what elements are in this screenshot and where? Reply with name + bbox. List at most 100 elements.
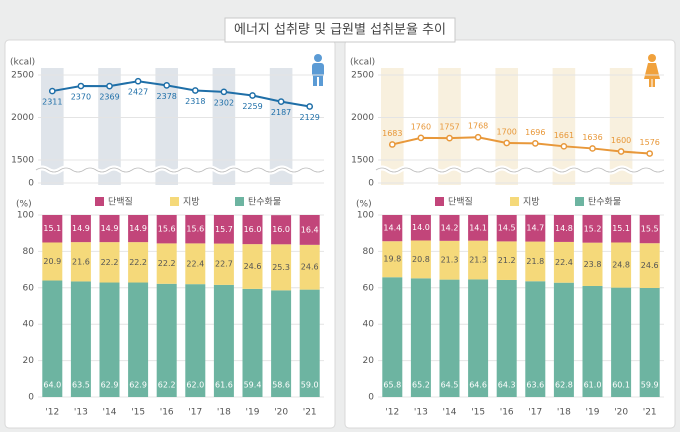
bar-segment [242, 244, 263, 289]
x-tick-label: '20 [614, 408, 628, 418]
bar-segment [439, 215, 460, 241]
value-label: 1768 [468, 122, 488, 131]
value-label: 63.5 [72, 381, 90, 390]
bar-segment [439, 240, 460, 280]
value-label: 2427 [128, 88, 148, 97]
bar-segment [242, 288, 263, 397]
bar-segment [639, 287, 660, 397]
legend-label: 탄수화물 [588, 197, 621, 208]
point [417, 134, 425, 142]
bar-segment [496, 241, 517, 280]
value-label: 24.6 [301, 263, 319, 272]
value-label: 59.4 [244, 381, 262, 390]
value-label: 15.2 [584, 224, 602, 233]
bar-segment [185, 215, 206, 244]
x-tick-label: '16 [160, 408, 174, 418]
value-label: 15.6 [186, 225, 204, 234]
y-tick-label: 60 [363, 283, 375, 293]
point [134, 77, 142, 85]
bar-segment [611, 242, 632, 288]
value-label: 22.2 [129, 258, 147, 267]
bar-segment [42, 280, 63, 397]
x-tick-label: '21 [643, 408, 657, 418]
bar-segment [70, 242, 91, 282]
title-box [224, 17, 456, 43]
y-axis-label: (%) [16, 200, 32, 210]
x-tick-label: '13 [74, 408, 88, 418]
value-label: 62.0 [186, 381, 204, 390]
bar-segment [299, 215, 320, 245]
value-label: 64.3 [498, 381, 516, 390]
bar-segment [468, 279, 489, 397]
y-tick-label: 100 [357, 211, 374, 221]
bar-segment [553, 215, 574, 242]
value-label: 22.7 [215, 260, 233, 269]
value-label: 15.1 [43, 224, 61, 233]
y-tick-label: 40 [363, 320, 375, 330]
y-tick-label: 0 [28, 393, 34, 403]
value-label: 62.9 [129, 381, 147, 390]
value-label: 59.0 [301, 381, 319, 390]
value-label: 1760 [411, 122, 431, 131]
legend-swatch [170, 197, 179, 206]
bar-segment [271, 244, 292, 291]
value-label: 14.2 [441, 223, 459, 232]
value-label: 64.6 [469, 381, 487, 390]
value-label: 15.6 [158, 225, 176, 234]
value-label: 21.6 [72, 257, 90, 266]
x-tick-label: '18 [217, 408, 231, 418]
point [277, 98, 285, 105]
y-tick-label: 1500 [351, 156, 374, 166]
x-tick-label: '13 [414, 408, 428, 418]
column-band [552, 68, 576, 185]
y-axis-label: (%) [356, 200, 372, 210]
x-tick-label: '12 [45, 408, 59, 418]
x-tick-label: '21 [303, 408, 317, 418]
legend-swatch [435, 197, 444, 206]
bar-segment [70, 281, 91, 397]
column-band [269, 68, 293, 185]
value-label: 25.3 [272, 263, 290, 272]
bar-segment [410, 278, 431, 397]
value-label: 16.0 [272, 225, 290, 234]
value-label: 65.2 [412, 381, 430, 390]
value-label: 15.7 [215, 225, 233, 234]
value-label: 14.7 [526, 224, 544, 233]
legend-swatch [235, 197, 244, 206]
y-tick-label: 0 [368, 179, 374, 189]
value-label: 65.8 [383, 381, 401, 390]
point [220, 88, 228, 96]
bar-segment [582, 242, 603, 286]
bar-segment [213, 215, 234, 244]
point [388, 141, 396, 148]
legend-swatch [510, 197, 519, 206]
value-label: 1683 [382, 129, 402, 138]
bar-segment [410, 215, 431, 241]
point [560, 142, 568, 150]
column-band [98, 68, 121, 185]
column-band [495, 68, 518, 185]
legend-label: 지방 [183, 197, 200, 208]
male-icon [312, 54, 324, 86]
bar-segment [42, 215, 63, 243]
x-tick-label: '17 [188, 408, 202, 418]
value-label: 62.8 [555, 381, 573, 390]
y-tick-label: 0 [28, 179, 34, 189]
x-tick-label: '18 [557, 408, 571, 418]
point [306, 103, 314, 110]
bar-segment [128, 242, 149, 283]
value-label: 1576 [640, 138, 660, 147]
value-label: 2369 [99, 93, 119, 102]
bar-segment [70, 215, 91, 243]
value-label: 14.9 [129, 224, 147, 233]
value-label: 14.4 [383, 224, 401, 233]
value-label: 1661 [554, 131, 574, 140]
bar-segment [525, 281, 546, 397]
bar-segment [213, 243, 234, 285]
bar-segment [496, 215, 517, 242]
value-label: 16.0 [244, 225, 262, 234]
y-tick-label: 40 [23, 320, 35, 330]
bar-segment [185, 243, 206, 285]
value-label: 1700 [497, 128, 517, 137]
